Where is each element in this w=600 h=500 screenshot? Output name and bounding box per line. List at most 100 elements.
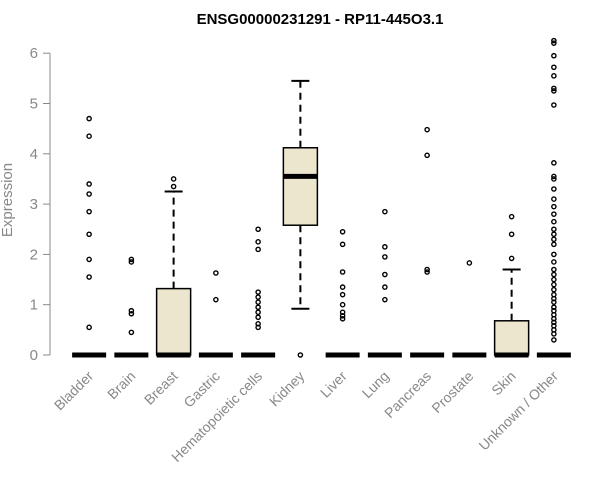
outlier-point [339, 269, 346, 275]
outlier-point [551, 236, 557, 243]
x-tick-label: Kidney [266, 368, 308, 410]
box-body [155, 287, 192, 356]
boxes-layer [72, 37, 571, 358]
outlier-point [382, 284, 388, 290]
outlier-point [170, 183, 177, 190]
outlier-point [551, 266, 557, 273]
outlier-point [551, 173, 557, 180]
box-group [410, 126, 445, 358]
outlier-point [382, 271, 388, 278]
outlier-point [551, 40, 557, 46]
outlier-point [551, 218, 557, 225]
outlier-point [551, 304, 557, 311]
outlier-point [128, 310, 135, 317]
outlier-point [382, 296, 388, 303]
box-body [493, 320, 530, 356]
outlier-point [424, 126, 430, 133]
outlier-point [551, 241, 557, 248]
outlier-point [551, 102, 557, 108]
outlier-point [382, 244, 388, 250]
x-tick-label: Liver [317, 368, 350, 401]
y-tick-label: 2 [30, 246, 38, 263]
outlier-point [551, 337, 557, 343]
outlier-point [339, 315, 346, 322]
outlier-point [86, 191, 92, 197]
outlier-point [424, 152, 430, 159]
outlier-point [551, 88, 557, 94]
y-axis: 0 1 2 3 4 5 6 [30, 45, 51, 364]
y-tick-label: 1 [30, 297, 38, 314]
outlier-point [86, 115, 92, 122]
outlier-point [551, 281, 557, 288]
outlier-point [255, 314, 261, 321]
x-tick-label: Brain [104, 368, 138, 402]
box-group [72, 115, 107, 358]
outlier-point [255, 299, 261, 305]
outlier-point [508, 231, 515, 238]
outlier-point [551, 176, 557, 182]
outlier-point [508, 255, 515, 262]
outlier-point [339, 291, 346, 298]
box-group [452, 260, 487, 358]
outlier-point [213, 270, 219, 276]
box-group [493, 213, 530, 358]
y-tick-label: 5 [30, 96, 38, 113]
outlier-point [551, 52, 557, 59]
outlier-point [255, 289, 261, 295]
outlier-point [382, 208, 388, 215]
outlier-point [255, 246, 261, 253]
outlier-point [339, 241, 346, 248]
outlier-point [466, 260, 473, 266]
outlier-point [255, 304, 261, 311]
outlier-point [551, 226, 557, 233]
box-group [198, 270, 233, 358]
outlier-point [255, 226, 261, 233]
outlier-point [128, 307, 135, 314]
x-tick-label: Unknown / Other [475, 368, 561, 454]
outlier-point [551, 276, 557, 283]
outlier-point [255, 309, 261, 316]
outlier-point [339, 309, 346, 316]
outlier-point [551, 196, 557, 202]
x-tick-label: Breast [141, 368, 181, 408]
outlier-point [424, 266, 430, 273]
outlier-point [551, 64, 557, 71]
outlier-point [128, 329, 135, 336]
x-tick-label: Bladder [51, 368, 97, 414]
outlier-point [86, 181, 92, 187]
outlier-point [551, 203, 557, 210]
outlier-point [255, 294, 261, 300]
outlier-point [86, 274, 92, 280]
outlier-point [551, 73, 557, 79]
outlier-point [551, 186, 557, 192]
outlier-point [424, 269, 430, 275]
outlier-point [551, 291, 557, 298]
chart-title: ENSG00000231291 - RP11-445O3.1 [197, 11, 444, 28]
outlier-point [255, 321, 261, 327]
outlier-point [551, 160, 557, 166]
outlier-point [86, 231, 92, 238]
outlier-point [551, 231, 557, 238]
outlier-point [128, 256, 135, 263]
box-group [114, 256, 149, 358]
box-group [241, 226, 276, 358]
box-group [282, 79, 319, 358]
box-group [155, 176, 192, 358]
y-tick-label: 0 [30, 347, 38, 364]
y-tick-label: 4 [30, 146, 38, 163]
outlier-point [551, 259, 557, 265]
outlier-point [86, 133, 92, 139]
outlier-point [128, 259, 135, 265]
outlier-point [551, 85, 557, 92]
y-axis-label: Expression [0, 163, 16, 237]
box-group [325, 228, 360, 358]
outlier-point [339, 228, 346, 235]
outlier-point [86, 324, 92, 331]
outlier-point [508, 213, 515, 220]
outlier-point [551, 211, 557, 217]
y-tick-label: 6 [30, 45, 38, 62]
box-group [536, 37, 571, 358]
